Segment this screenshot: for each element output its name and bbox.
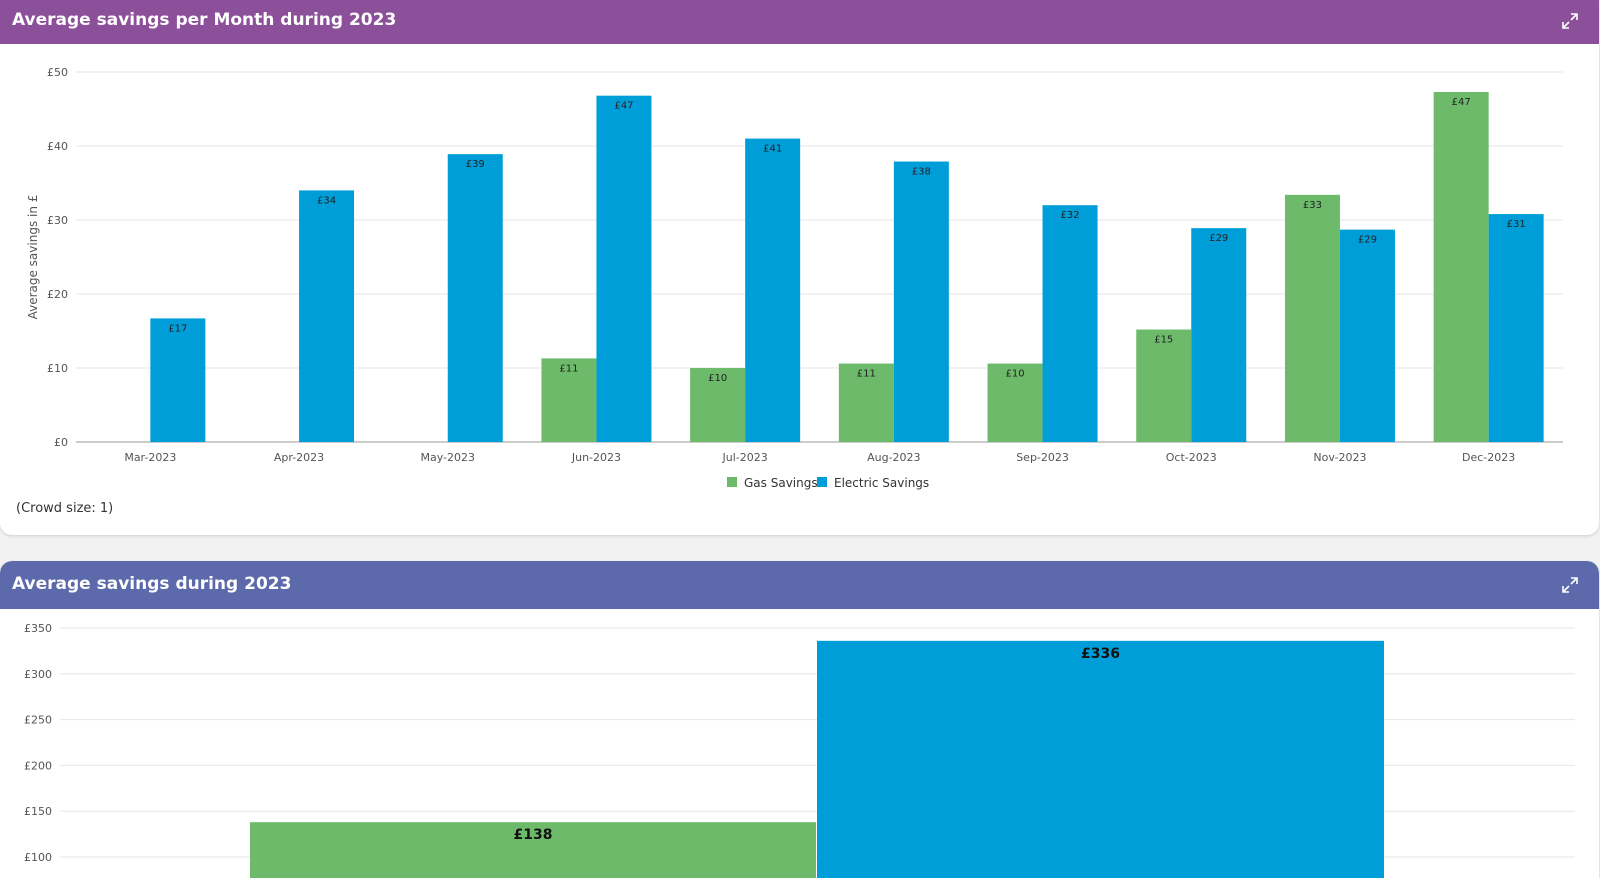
gas-bar (1284, 194, 1340, 442)
bar-value-label: £31 (1507, 219, 1526, 230)
y-tick-label: £100 (24, 851, 52, 864)
expand-icon[interactable] (1561, 576, 1579, 594)
gas-bar (1136, 329, 1192, 442)
panel-header: Average savings during 2023 (0, 561, 1599, 609)
bar-value-label: £29 (1209, 233, 1228, 244)
x-tick-label: Jun-2023 (571, 451, 621, 464)
y-tick-label: £200 (24, 759, 52, 772)
x-tick-label: Mar-2023 (124, 451, 176, 464)
y-tick-label: £300 (24, 668, 52, 681)
y-tick-label: £30 (47, 214, 68, 227)
bar-value-label: £138 (514, 827, 553, 843)
total-savings-chart: £100 £150 £200 £250 £300 £350 £138 £336 (24, 622, 1575, 878)
y-tick-label: £350 (24, 622, 52, 635)
electric-bar (299, 190, 355, 442)
gas-bar (690, 368, 746, 442)
x-tick-label: Aug-2023 (867, 451, 920, 464)
panel-header: Average savings per Month during 2023 (0, 0, 1599, 44)
electric-bar (1339, 229, 1395, 442)
y-tick-label: £50 (47, 66, 68, 79)
electric-bar (447, 154, 503, 442)
panel-title: Average savings per Month during 2023 (12, 10, 397, 30)
gas-bar (1433, 91, 1489, 443)
bar-value-label: £38 (912, 167, 931, 178)
monthly-savings-chart: £0 £10 £20 £30 £40 £50 Average savings in £ £17… (26, 66, 1563, 490)
gas-bar (987, 363, 1043, 442)
y-axis-title: Average savings in £ (26, 195, 40, 320)
bar-value-label: £41 (763, 144, 782, 155)
electric-bar (596, 95, 652, 443)
bar-value-label: £17 (168, 323, 187, 334)
panel-title: Average savings during 2023 (12, 574, 292, 594)
x-tick-label: Jul-2023 (722, 451, 768, 464)
x-tick-label: Apr-2023 (274, 451, 324, 464)
total-savings-panel: Average savings during 2023 £100 £150 £200… (0, 561, 1599, 878)
bar-value-label: £34 (317, 195, 336, 206)
crowd-size-note: (Crowd size: 1) (16, 501, 114, 516)
gas-total-bar (250, 822, 816, 878)
y-tick-label: £250 (24, 714, 52, 727)
bar-value-label: £11 (559, 363, 578, 374)
y-tick-label: £20 (47, 288, 68, 301)
bar-value-label: £29 (1358, 235, 1377, 246)
expand-icon[interactable] (1561, 12, 1579, 30)
x-tick-label: Dec-2023 (1462, 451, 1515, 464)
electric-bar (745, 138, 801, 442)
bar-value-label: £336 (1081, 646, 1120, 662)
legend-label: Electric Savings (834, 476, 929, 490)
y-tick-label: £150 (24, 805, 52, 818)
bar-value-label: £10 (1006, 369, 1025, 380)
legend-label: Gas Savings (744, 476, 818, 490)
y-tick-label: £10 (47, 362, 68, 375)
electric-total-bar (817, 640, 1384, 878)
electric-bar (1042, 205, 1098, 442)
electric-bar (150, 318, 206, 442)
y-tick-label: £0 (54, 436, 68, 449)
electric-bar (893, 161, 949, 442)
electric-bar (1191, 228, 1247, 442)
x-tick-label: Sep-2023 (1016, 451, 1069, 464)
monthly-savings-panel: Average savings per Month during 2023 £0… (0, 0, 1599, 535)
x-tick-label: Nov-2023 (1313, 451, 1366, 464)
bar-value-label: £39 (466, 159, 485, 170)
electric-bar (1488, 214, 1544, 442)
legend-swatch-gas (727, 477, 737, 487)
x-tick-label: Oct-2023 (1166, 451, 1217, 464)
bar-value-label: £32 (1061, 210, 1080, 221)
y-tick-label: £40 (47, 140, 68, 153)
bar-value-label: £47 (614, 101, 633, 112)
legend-swatch-electric (817, 477, 827, 487)
bar-value-label: £15 (1154, 335, 1173, 346)
bar-value-label: £11 (857, 369, 876, 380)
gas-bar (541, 358, 597, 442)
bar-value-label: £47 (1452, 97, 1471, 108)
bar-value-label: £33 (1303, 200, 1322, 211)
bar-value-label: £10 (708, 373, 727, 384)
gas-bar (838, 363, 894, 442)
x-tick-label: May-2023 (420, 451, 475, 464)
